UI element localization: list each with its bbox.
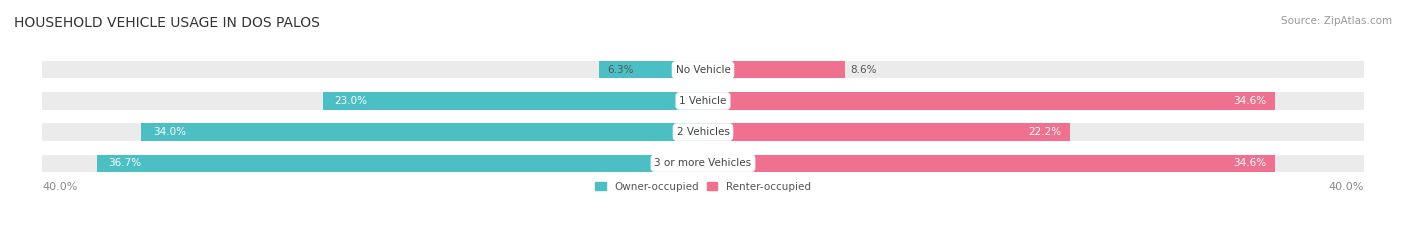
Bar xyxy=(141,123,703,140)
Bar xyxy=(703,123,1070,140)
Text: 34.0%: 34.0% xyxy=(153,127,186,137)
Bar xyxy=(42,154,1364,172)
Bar xyxy=(42,61,1364,79)
Bar xyxy=(703,154,1275,172)
Bar xyxy=(323,93,703,110)
Bar xyxy=(703,61,845,79)
Text: 40.0%: 40.0% xyxy=(42,182,77,192)
Text: 22.2%: 22.2% xyxy=(1028,127,1062,137)
Bar xyxy=(42,93,1364,110)
Text: Source: ZipAtlas.com: Source: ZipAtlas.com xyxy=(1281,16,1392,26)
Bar xyxy=(97,154,703,172)
Text: 6.3%: 6.3% xyxy=(607,65,634,75)
Text: 40.0%: 40.0% xyxy=(1329,182,1364,192)
Legend: Owner-occupied, Renter-occupied: Owner-occupied, Renter-occupied xyxy=(591,178,815,196)
Text: HOUSEHOLD VEHICLE USAGE IN DOS PALOS: HOUSEHOLD VEHICLE USAGE IN DOS PALOS xyxy=(14,16,321,30)
Text: 34.6%: 34.6% xyxy=(1233,158,1267,168)
Bar xyxy=(42,123,1364,140)
Text: No Vehicle: No Vehicle xyxy=(675,65,731,75)
Text: 36.7%: 36.7% xyxy=(108,158,142,168)
Text: 8.6%: 8.6% xyxy=(851,65,876,75)
Bar xyxy=(599,61,703,79)
Bar xyxy=(703,93,1275,110)
Text: 3 or more Vehicles: 3 or more Vehicles xyxy=(654,158,752,168)
Text: 34.6%: 34.6% xyxy=(1233,96,1267,106)
Text: 23.0%: 23.0% xyxy=(335,96,367,106)
Text: 1 Vehicle: 1 Vehicle xyxy=(679,96,727,106)
Text: 2 Vehicles: 2 Vehicles xyxy=(676,127,730,137)
